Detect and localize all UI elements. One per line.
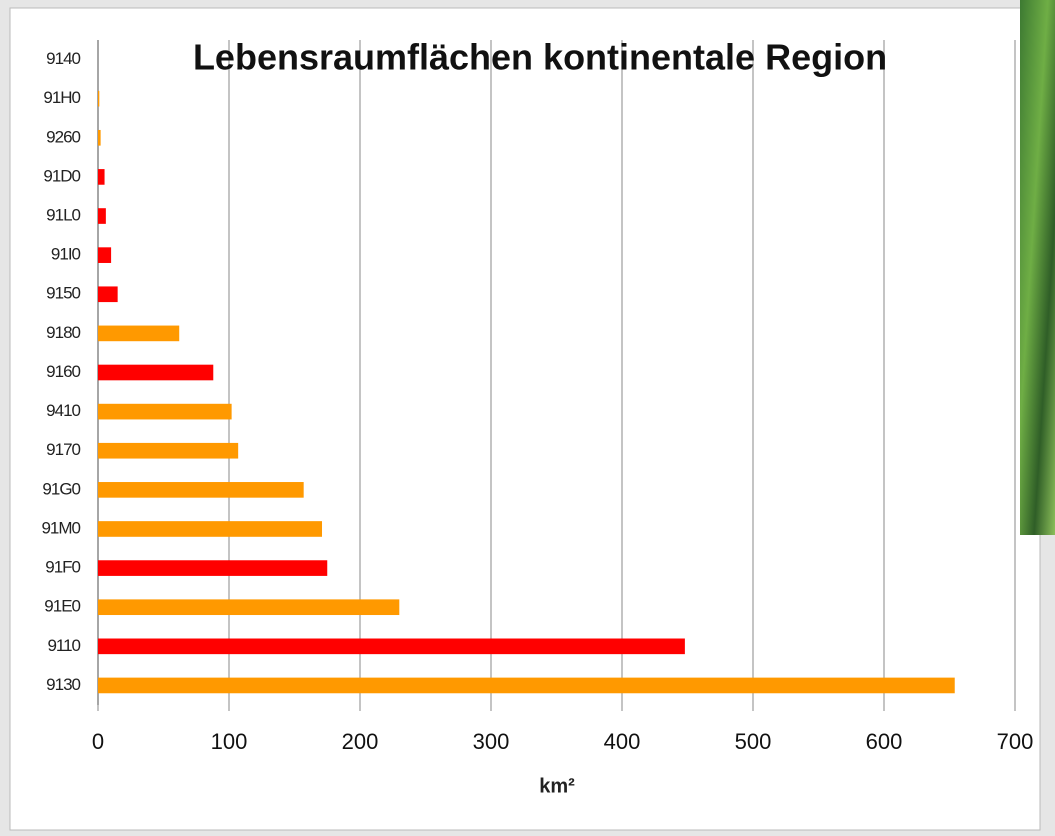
x-tick-label: 400	[604, 729, 641, 754]
bar	[98, 560, 328, 576]
bar	[98, 247, 112, 263]
bar	[98, 286, 118, 303]
y-tick-label: 9160	[46, 362, 80, 381]
bar	[98, 129, 101, 146]
y-tick-label: 91F0	[45, 558, 80, 577]
y-tick-label: 9140	[46, 49, 80, 68]
y-tick-label: 91E0	[44, 597, 80, 616]
y-tick-label: 9150	[46, 284, 80, 303]
x-tick-label: 100	[211, 729, 248, 754]
y-tick-label: 9110	[47, 636, 80, 655]
bar	[98, 90, 100, 107]
bar	[98, 208, 106, 224]
y-tick-label: 91M0	[41, 518, 80, 537]
x-tick-label: 600	[866, 729, 903, 754]
y-tick-label: 91D0	[43, 166, 80, 185]
bar	[98, 364, 214, 381]
bar	[98, 638, 685, 655]
y-tick-label: 9180	[46, 323, 80, 342]
x-tick-label: 0	[92, 729, 104, 754]
bar	[98, 403, 232, 420]
y-tick-label: 91H0	[43, 88, 80, 107]
y-tick-label: 9260	[46, 127, 80, 146]
bar	[98, 677, 955, 694]
x-tick-label: 200	[342, 729, 379, 754]
x-tick-label: 500	[735, 729, 772, 754]
bar	[98, 599, 400, 616]
y-tick-label: 91G0	[42, 479, 80, 498]
chart-title: Lebensraumflächen kontinentale Region	[193, 37, 887, 78]
y-tick-label: 9170	[46, 440, 80, 459]
y-tick-label: 9410	[46, 401, 80, 420]
x-tick-label: 700	[997, 729, 1034, 754]
bar	[98, 482, 304, 498]
y-tick-label: 91I0	[51, 245, 81, 264]
bar	[98, 521, 323, 537]
x-tick-label: 300	[473, 729, 510, 754]
y-tick-label: 91L0	[46, 206, 80, 225]
bar	[98, 325, 180, 342]
x-axis-label: km²	[539, 775, 575, 797]
bar	[98, 442, 239, 459]
bar	[98, 169, 105, 185]
y-tick-label: 9130	[46, 675, 80, 694]
photo	[1020, 0, 1055, 535]
